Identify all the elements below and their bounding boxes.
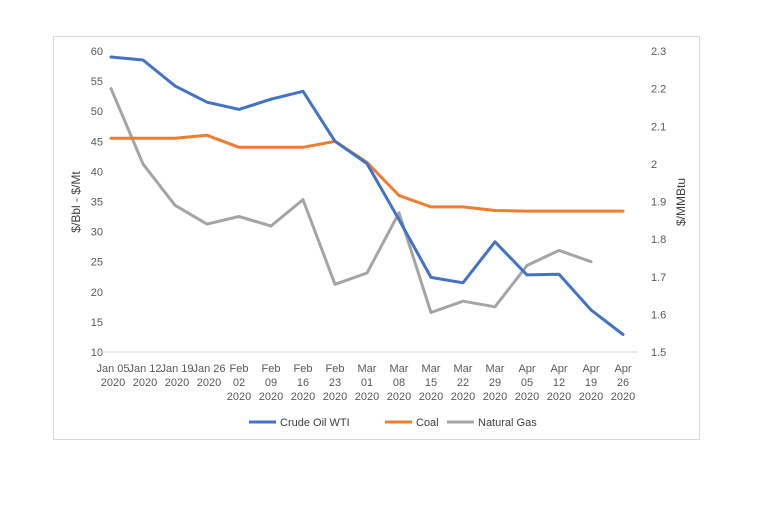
chart-frame [53, 36, 700, 440]
x-tick-label: Mar 15 2020 [419, 363, 443, 403]
left-axis-ticks: 10 15 20 25 30 35 40 45 50 55 60 [91, 46, 103, 359]
x-tick-line: 01 [361, 377, 373, 389]
left-tick-label: 50 [91, 106, 103, 118]
left-tick-label: 20 [91, 287, 103, 299]
x-tick-label: Mar 08 2020 [387, 363, 411, 403]
x-tick-label: Jan 26 2020 [192, 363, 225, 389]
x-tick-line: Jan 26 [192, 363, 225, 375]
x-tick-line: Jan 19 [160, 363, 193, 375]
x-tick-label: Jan 19 2020 [160, 363, 193, 389]
x-tick-line: 16 [297, 377, 309, 389]
legend-label: Coal [416, 417, 439, 429]
right-tick-label: 1.8 [651, 234, 666, 246]
right-tick-label: 1.6 [651, 309, 666, 321]
x-tick-line: 26 [617, 377, 629, 389]
x-tick-line: Mar [422, 363, 441, 375]
x-tick-line: 2020 [165, 377, 189, 389]
legend-label: Crude Oil WTI [280, 417, 350, 429]
x-tick-label: Feb 23 2020 [323, 363, 347, 403]
x-tick-line: 2020 [419, 391, 443, 403]
x-tick-line: Feb [294, 363, 313, 375]
right-tick-label: 1.9 [651, 197, 666, 209]
right-tick-label: 1.5 [651, 347, 666, 359]
x-tick-line: 2020 [611, 391, 635, 403]
x-tick-label: Feb 09 2020 [259, 363, 283, 403]
x-tick-line: 2020 [355, 391, 379, 403]
x-tick-label: Mar 22 2020 [451, 363, 475, 403]
series-line-crude-oil-wti [109, 55, 625, 336]
x-tick-line: 2020 [547, 391, 571, 403]
x-tick-line: Apr [550, 363, 567, 375]
x-tick-line: Feb [230, 363, 249, 375]
x-tick-line: 05 [521, 377, 533, 389]
left-tick-label: 40 [91, 166, 103, 178]
right-tick-label: 2 [651, 159, 657, 171]
x-tick-line: Feb [262, 363, 281, 375]
x-tick-line: 19 [585, 377, 597, 389]
x-tick-line: 2020 [451, 391, 475, 403]
left-tick-label: 55 [91, 76, 103, 88]
series-line-coal [109, 133, 625, 213]
right-tick-label: 2.3 [651, 46, 666, 58]
x-tick-label: Feb 16 2020 [291, 363, 315, 403]
x-tick-line: 15 [425, 377, 437, 389]
x-tick-line: 09 [265, 377, 277, 389]
left-axis-title: $/Bbl - $/Mt [69, 171, 83, 233]
x-tick-line: 2020 [291, 391, 315, 403]
left-tick-label: 25 [91, 257, 103, 269]
x-tick-label: Apr 12 2020 [547, 363, 571, 403]
right-axis-ticks: 1.5 1.6 1.7 1.8 1.9 2 2.1 2.2 2.3 [651, 46, 666, 359]
x-tick-line: Mar [390, 363, 409, 375]
x-tick-label: Apr 19 2020 [579, 363, 603, 403]
x-tick-line: 29 [489, 377, 501, 389]
x-tick-line: 22 [457, 377, 469, 389]
x-tick-line: Apr [582, 363, 599, 375]
right-tick-label: 2.1 [651, 121, 666, 133]
x-tick-label: Feb 02 2020 [227, 363, 251, 403]
series-line-natural-gas [109, 87, 593, 314]
x-tick-line: Mar [454, 363, 473, 375]
left-tick-label: 15 [91, 317, 103, 329]
x-tick-line: 2020 [387, 391, 411, 403]
series-layer [109, 55, 625, 336]
x-tick-label: Mar 01 2020 [355, 363, 379, 403]
x-tick-line: Apr [518, 363, 535, 375]
x-tick-line: 2020 [259, 391, 283, 403]
left-tick-label: 30 [91, 227, 103, 239]
left-tick-label: 45 [91, 136, 103, 148]
left-tick-label: 10 [91, 347, 103, 359]
x-tick-line: 2020 [197, 377, 221, 389]
x-tick-label: Mar 29 2020 [483, 363, 507, 403]
x-tick-label: Apr 26 2020 [611, 363, 635, 403]
x-tick-line: 2020 [227, 391, 251, 403]
x-tick-label: Jan 05 2020 [96, 363, 129, 389]
x-tick-line: 12 [553, 377, 565, 389]
x-tick-line: 08 [393, 377, 405, 389]
right-tick-label: 2.2 [651, 84, 666, 96]
x-tick-line: Mar [358, 363, 377, 375]
right-axis-title: $/MMBtu [674, 178, 688, 226]
left-tick-label: 35 [91, 197, 103, 209]
x-tick-line: Apr [614, 363, 631, 375]
x-tick-line: Feb [326, 363, 345, 375]
right-tick-label: 1.7 [651, 272, 666, 284]
legend-label: Natural Gas [478, 417, 537, 429]
x-tick-line: 23 [329, 377, 341, 389]
x-tick-line: 2020 [515, 391, 539, 403]
x-tick-line: 02 [233, 377, 245, 389]
x-tick-line: 2020 [483, 391, 507, 403]
x-tick-line: Jan 12 [128, 363, 161, 375]
left-tick-label: 60 [91, 46, 103, 58]
x-tick-line: 2020 [133, 377, 157, 389]
x-tick-line: Jan 05 [96, 363, 129, 375]
x-tick-line: 2020 [323, 391, 347, 403]
legend: Crude Oil WTI Coal Natural Gas [249, 417, 537, 429]
x-tick-line: 2020 [101, 377, 125, 389]
x-tick-label: Apr 05 2020 [515, 363, 539, 403]
x-tick-line: 2020 [579, 391, 603, 403]
x-tick-label: Jan 12 2020 [128, 363, 161, 389]
x-tick-line: Mar [486, 363, 505, 375]
